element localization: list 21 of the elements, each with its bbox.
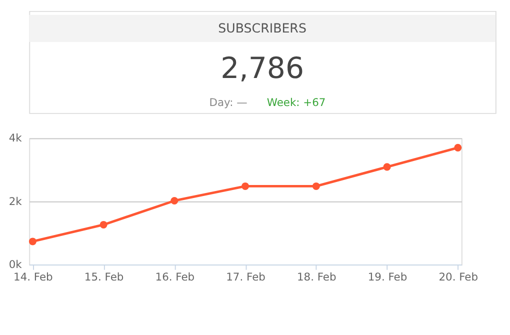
y-tick-label: 0k xyxy=(8,258,23,271)
point xyxy=(383,163,391,171)
y-tick-label: 2k xyxy=(8,194,23,208)
text: Week: +67 xyxy=(266,96,326,110)
point xyxy=(28,238,36,246)
point xyxy=(454,144,462,152)
x-tick-label: 19. Feb xyxy=(368,270,408,284)
x-tick-label: 17. Feb xyxy=(226,270,266,284)
point xyxy=(242,182,250,190)
y-tick-label: 4k xyxy=(8,132,23,145)
point xyxy=(312,182,320,190)
x-tick-label: 16. Feb xyxy=(155,270,195,284)
point xyxy=(100,220,108,228)
text: Day: — xyxy=(209,96,248,110)
chart-title: SUBSCRIBERS xyxy=(218,20,306,36)
point xyxy=(170,196,178,204)
chart-subtitle: 2,786 xyxy=(220,50,304,85)
x-tick-label: 18. Feb xyxy=(297,270,336,284)
x-tick-label: 15. Feb xyxy=(84,270,124,284)
x-tick-label: 14. Feb xyxy=(14,270,54,284)
x-tick-label: 20. Feb xyxy=(438,270,478,284)
